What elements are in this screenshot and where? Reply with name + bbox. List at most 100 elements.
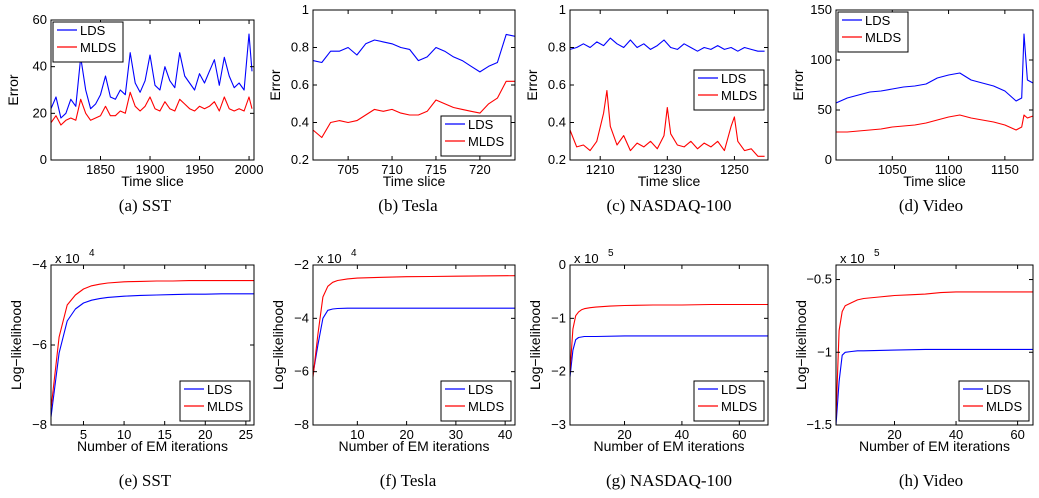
axis-multiplier: x 10 — [55, 251, 80, 266]
series-line-mlds — [312, 80, 515, 139]
subfigure-caption: (a) SST — [119, 196, 172, 215]
y-axis-label: Log−likelihood — [527, 300, 543, 390]
subfigure-caption: (b) Tesla — [378, 196, 438, 215]
y-tick-label: 0 — [559, 257, 566, 272]
y-tick-label: −2 — [551, 364, 566, 379]
y-tick-label: 0 — [40, 152, 47, 167]
y-tick-label: −1 — [551, 310, 566, 325]
y-tick-label: 1 — [559, 2, 566, 17]
chart-panel-0: 1850 1900 1950 2000 0 20 40 60 Time slice Error LD… — [5, 12, 264, 189]
y-tick-label: −3 — [551, 417, 566, 432]
x-tick-label: 2000 — [235, 162, 264, 177]
y-tick-label: 0.8 — [548, 40, 566, 55]
series-line-lds — [569, 335, 768, 378]
series-line-lds — [50, 293, 254, 418]
series-line-mlds — [569, 303, 768, 372]
x-tick-label: 20 — [198, 427, 212, 442]
y-tick-label: −6 — [294, 364, 309, 379]
y-tick-label: 0.4 — [291, 115, 309, 130]
x-tick-label: 1100 — [935, 162, 963, 177]
x-axis-label: Number of EM iterations — [594, 438, 745, 454]
series-line-lds — [835, 348, 1033, 426]
y-tick-label: −1 — [817, 344, 832, 359]
legend-box — [958, 380, 1030, 422]
y-axis-label: Error — [5, 74, 21, 105]
legend-label-lds: LDS — [721, 382, 747, 397]
chart-panel-2: 1210 1230 1250 0.2 0.4 0.6 0.8 1 Time slice Error… — [524, 2, 769, 189]
legend-label-lds: LDS — [986, 382, 1012, 397]
subfigure-caption: (c) NASDAQ-100 — [606, 196, 731, 215]
subfigure-caption: (e) SST — [119, 471, 172, 490]
series-line-lds — [569, 37, 765, 52]
series-line-mlds — [835, 291, 1033, 418]
legend-box — [179, 380, 251, 422]
y-tick-label: 0.8 — [291, 40, 309, 55]
y-tick-label: 20 — [33, 105, 47, 120]
y-tick-label: −8 — [294, 417, 309, 432]
x-tick-label: 40 — [949, 427, 963, 442]
plot-frame — [312, 264, 516, 426]
legend-box — [693, 380, 765, 422]
x-axis-label: Time slice — [638, 173, 701, 189]
legend-label-mlds: MLDS — [865, 30, 901, 45]
y-tick-label: 0.6 — [291, 77, 309, 92]
plot-frame — [835, 9, 1034, 161]
y-tick-label: −4 — [294, 310, 309, 325]
x-tick-label: 10 — [350, 427, 364, 442]
x-tick-label: 1210 — [586, 162, 615, 177]
y-axis-label: Log−likelihood — [270, 300, 286, 390]
legend-label-mlds: MLDS — [468, 134, 504, 149]
x-tick-label: 60 — [1010, 427, 1024, 442]
axis-multiplier-exponent: 5 — [874, 248, 880, 259]
x-tick-label: 25 — [239, 427, 253, 442]
y-tick-label: −8 — [32, 417, 47, 432]
legend-label-mlds: MLDS — [986, 399, 1022, 414]
legend: LDS MLDS — [440, 380, 512, 422]
x-tick-label: 1230 — [653, 162, 682, 177]
legend-label-lds: LDS — [865, 13, 891, 28]
y-tick-label: −2 — [294, 257, 309, 272]
axis-multiplier: x 10 — [574, 251, 599, 266]
legend-label-lds: LDS — [207, 382, 233, 397]
y-tick-label: 0 — [825, 152, 832, 167]
legend-box — [440, 115, 512, 157]
series-line-mlds — [50, 280, 254, 410]
y-axis-label: Error — [790, 69, 806, 100]
y-tick-label: −0.5 — [806, 272, 832, 287]
axis-multiplier-exponent: 5 — [608, 248, 614, 259]
legend-box — [693, 69, 765, 111]
axis-multiplier-exponent: 4 — [89, 248, 95, 259]
subfigure-caption: (h) Video — [899, 471, 963, 490]
y-tick-label: 40 — [33, 59, 47, 74]
y-tick-label: −1.5 — [806, 417, 832, 432]
legend-label-lds: LDS — [721, 71, 747, 86]
x-axis-label: Time slice — [383, 173, 446, 189]
y-tick-label: 1 — [302, 2, 309, 17]
series-line-lds — [835, 33, 1034, 104]
x-tick-label: 1900 — [136, 162, 165, 177]
y-axis-label: Log−likelihood — [793, 300, 809, 390]
y-tick-label: 0.6 — [548, 77, 566, 92]
legend-box — [52, 21, 124, 63]
y-tick-label: 60 — [33, 12, 47, 27]
legend-box — [440, 380, 512, 422]
chart-panel-6: 20 40 60 −3 −2 −1 0 Number of EM iterations Log−… — [527, 248, 769, 454]
legend: LDS MLDS — [52, 21, 124, 63]
plot-frame — [569, 264, 769, 426]
y-axis-label: Error — [524, 69, 540, 100]
legend-label-lds: LDS — [80, 23, 106, 38]
x-axis-label: Number of EM iterations — [77, 438, 228, 454]
y-tick-label: 0.2 — [291, 152, 309, 167]
x-axis-label: Time slice — [121, 173, 184, 189]
x-tick-label: 10 — [117, 427, 131, 442]
legend-label-lds: LDS — [468, 117, 494, 132]
series-line-mlds — [569, 90, 765, 157]
subfigure-caption: (g) NASDAQ-100 — [606, 471, 732, 490]
series-line-lds — [312, 307, 515, 375]
legend: LDS MLDS — [693, 69, 765, 111]
legend-box — [837, 11, 909, 53]
x-tick-label: 30 — [449, 427, 463, 442]
legend-label-mlds: MLDS — [721, 399, 757, 414]
y-tick-label: 0.4 — [548, 115, 566, 130]
